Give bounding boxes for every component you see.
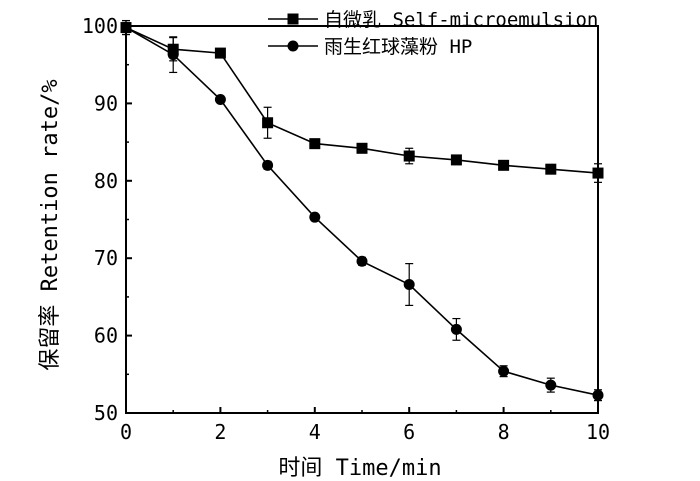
- circle-marker: [545, 379, 557, 391]
- x-tick-label: 6: [403, 420, 415, 444]
- square-marker: [498, 159, 510, 171]
- y-tick-label: 50: [94, 401, 118, 425]
- plot-border: [125, 25, 599, 414]
- y-tick-label: 100: [82, 14, 118, 38]
- series-2: [120, 19, 604, 402]
- series-line: [125, 26, 599, 396]
- circle-marker: [450, 323, 462, 335]
- legend: 自微乳 Self-microemulsion 雨生红球藻粉 HP: [268, 9, 598, 58]
- legend-label: 雨生红球藻粉 HP: [324, 36, 472, 58]
- circle-marker: [214, 94, 226, 106]
- series-layer: [120, 19, 604, 402]
- circle-marker: [120, 22, 132, 34]
- square-marker: [287, 13, 299, 25]
- y-axis-ticks: 50 60 70 80 90 100: [82, 14, 132, 425]
- legend-item-2: 雨生红球藻粉 HP: [268, 36, 472, 58]
- y-tick-label: 60: [94, 324, 118, 348]
- legend-label: 自微乳 Self-microemulsion: [324, 9, 598, 31]
- x-axis-ticks: 0 2 4 6 8 10: [120, 407, 610, 444]
- circle-marker: [403, 279, 415, 291]
- square-marker: [356, 142, 368, 154]
- square-marker: [545, 163, 557, 175]
- x-tick-label: 8: [498, 420, 510, 444]
- circle-marker: [167, 49, 179, 61]
- square-marker: [262, 117, 274, 129]
- x-tick-label: 0: [120, 420, 132, 444]
- y-axis-title: 保留率 Retention rate/%: [38, 79, 63, 370]
- plot-frame: [125, 25, 599, 414]
- x-axis-title: 时间 Time/min: [278, 456, 441, 481]
- square-marker: [403, 150, 415, 162]
- circle-marker: [356, 255, 368, 267]
- y-tick-label: 70: [94, 246, 118, 270]
- y-tick-label: 90: [94, 91, 118, 115]
- x-tick-label: 2: [214, 420, 226, 444]
- circle-marker: [309, 211, 321, 223]
- x-tick-label: 10: [586, 420, 610, 444]
- y-tick-label: 80: [94, 169, 118, 193]
- circle-marker: [592, 389, 604, 401]
- x-tick-label: 4: [309, 420, 321, 444]
- square-marker: [450, 154, 462, 166]
- square-marker: [592, 167, 604, 179]
- circle-marker: [287, 40, 299, 52]
- square-marker: [309, 138, 321, 150]
- legend-item-1: 自微乳 Self-microemulsion: [268, 9, 598, 31]
- circle-marker: [498, 365, 510, 377]
- square-marker: [214, 47, 226, 59]
- circle-marker: [262, 159, 274, 171]
